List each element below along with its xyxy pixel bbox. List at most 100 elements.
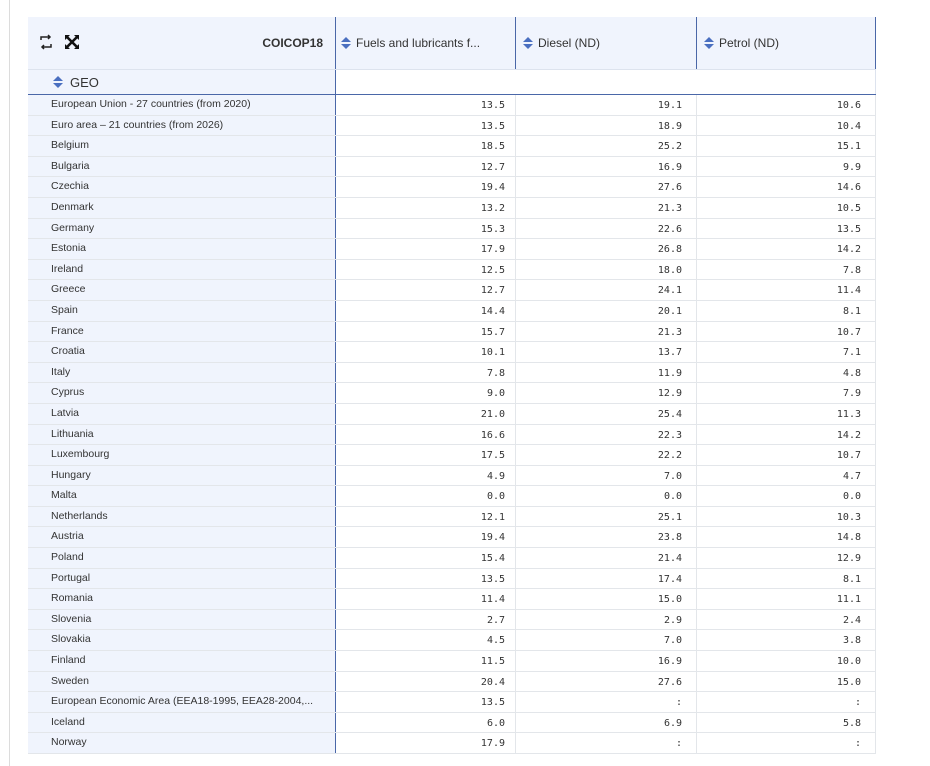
geo-cell: Finland [28,651,336,671]
value-cell: 13.5 [336,692,516,712]
table-row: Croatia 10.1 13.7 7.1 [28,342,876,363]
value-cell: 13.7 [516,342,697,362]
geo-cell: Belgium [28,136,336,156]
geo-cell: European Union - 27 countries (from 2020… [28,95,336,115]
value-cell: 16.6 [336,424,516,445]
value-cell: 21.3 [516,321,697,342]
value-cell: 2.9 [516,609,697,630]
value-cell: 15.1 [697,136,876,156]
value-cell: 15.3 [336,218,516,239]
value-cell: 10.1 [336,342,516,362]
geo-row-spacer [336,70,876,94]
row-dimension-header: GEO [28,69,876,95]
column-header-fuels[interactable]: Fuels and lubricants f... [336,17,516,69]
container-border [9,0,10,766]
value-cell: 24.1 [516,280,697,300]
value-cell: 14.2 [697,424,876,445]
geo-cell: Lithuania [28,424,336,445]
table-row: Denmark 13.2 21.3 10.5 [28,197,876,219]
geo-cell: Malta [28,486,336,506]
value-cell: 18.5 [336,136,516,156]
table-row: Greece 12.7 24.1 11.4 [28,280,876,301]
geo-cell: Euro area – 21 countries (from 2026) [28,115,336,136]
value-cell: 13.5 [336,568,516,589]
value-cell: 22.3 [516,424,697,445]
value-cell: 19.1 [516,95,697,115]
value-cell: 16.9 [516,156,697,177]
sort-icon[interactable] [522,36,534,50]
table-row: Germany 15.3 22.6 13.5 [28,218,876,240]
value-cell: 7.1 [697,342,876,362]
geo-cell: European Economic Area (EEA18-1995, EEA2… [28,692,336,712]
table-row: Latvia 21.0 25.4 11.3 [28,403,876,425]
value-cell: 18.0 [516,259,697,280]
value-cell: 14.4 [336,300,516,321]
table-row: European Union - 27 countries (from 2020… [28,95,876,116]
value-cell: 26.8 [516,239,697,259]
table-row: Slovenia 2.7 2.9 2.4 [28,609,876,631]
table-row: Poland 15.4 21.4 12.9 [28,548,876,569]
column-header-petrol[interactable]: Petrol (ND) [697,17,876,69]
value-cell: 17.9 [336,733,516,753]
table-row: Romania 11.4 15.0 11.1 [28,589,876,610]
header-corner: COICOP18 [28,17,336,69]
value-cell: 4.7 [697,465,876,486]
value-cell: : [516,733,697,753]
value-cell: 7.0 [516,465,697,486]
value-cell: : [697,733,876,753]
value-cell: 7.9 [697,383,876,403]
geo-cell: Denmark [28,197,336,218]
value-cell: 18.9 [516,115,697,136]
value-cell: 11.5 [336,651,516,671]
value-cell: 11.1 [697,589,876,609]
value-cell: 12.5 [336,259,516,280]
value-cell: 6.9 [516,712,697,733]
table-row: Sweden 20.4 27.6 15.0 [28,671,876,693]
value-cell: 15.7 [336,321,516,342]
value-cell: 7.8 [336,362,516,383]
value-cell: 19.4 [336,527,516,548]
value-cell: 9.9 [697,156,876,177]
table-row: Luxembourg 17.5 22.2 10.7 [28,445,876,466]
value-cell: 5.8 [697,712,876,733]
column-header-diesel[interactable]: Diesel (ND) [516,17,697,69]
column-header-label: Fuels and lubricants f... [356,36,481,50]
geo-cell: Germany [28,218,336,239]
value-cell: 0.0 [336,486,516,506]
value-cell: 2.4 [697,609,876,630]
table-row: Iceland 6.0 6.9 5.8 [28,712,876,734]
table-row: Lithuania 16.6 22.3 14.2 [28,424,876,446]
table-row: France 15.7 21.3 10.7 [28,321,876,343]
geo-cell: Bulgaria [28,156,336,177]
value-cell: 10.0 [697,651,876,671]
value-cell: 12.7 [336,156,516,177]
sort-icon[interactable] [52,75,64,89]
geo-cell: Cyprus [28,383,336,403]
table-row: Netherlands 12.1 25.1 10.3 [28,506,876,528]
geo-header[interactable]: GEO [28,70,336,94]
table-row: Austria 19.4 23.8 14.8 [28,527,876,549]
table-row: Bulgaria 12.7 16.9 9.9 [28,156,876,178]
value-cell: 3.8 [697,630,876,651]
geo-cell: Romania [28,589,336,609]
value-cell: 12.7 [336,280,516,300]
value-cell: 10.6 [697,95,876,115]
value-cell: 13.5 [336,115,516,136]
value-cell: 12.1 [336,506,516,527]
fullscreen-icon[interactable] [64,34,80,53]
geo-cell: Spain [28,300,336,321]
value-cell: 15.4 [336,548,516,568]
value-cell: 17.4 [516,568,697,589]
value-cell: 14.8 [697,527,876,548]
value-cell: 4.5 [336,630,516,651]
table-row: Estonia 17.9 26.8 14.2 [28,239,876,260]
swap-axes-icon[interactable] [38,33,54,53]
value-cell: 0.0 [697,486,876,506]
sort-icon[interactable] [340,36,352,50]
value-cell: 20.4 [336,671,516,692]
value-cell: 19.4 [336,177,516,197]
value-cell: 23.8 [516,527,697,548]
sort-icon[interactable] [703,36,715,50]
geo-cell: Portugal [28,568,336,589]
geo-cell: Norway [28,733,336,753]
